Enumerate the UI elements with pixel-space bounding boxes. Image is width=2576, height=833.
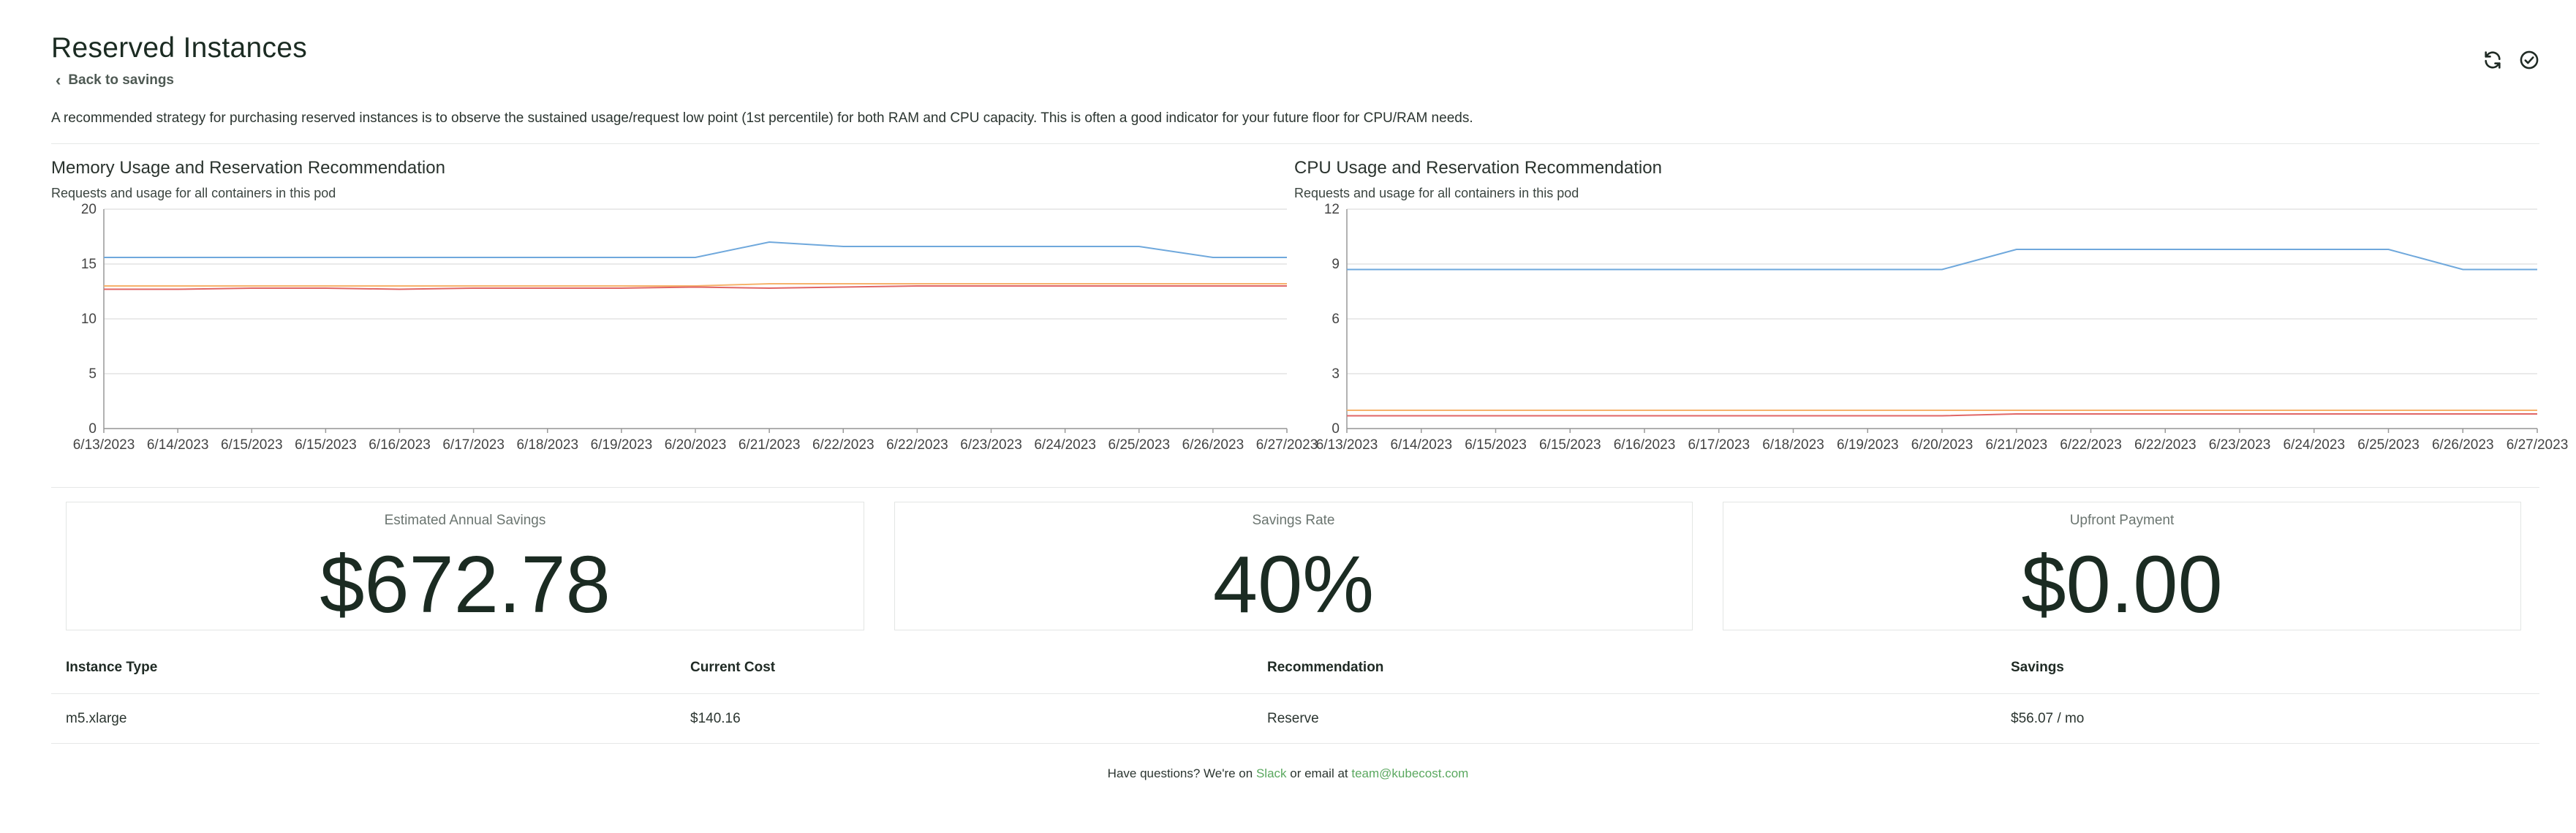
- x-tick-label: 6/22/2023: [2060, 437, 2122, 453]
- cpu-chart-title: CPU Usage and Reservation Recommendation: [1294, 158, 1662, 178]
- cell-current-cost: $140.16: [690, 711, 741, 726]
- y-tick-label: 0: [88, 421, 97, 437]
- x-tick-label: 6/15/2023: [221, 437, 283, 453]
- memory-chart-subtitle: Requests and usage for all containers in…: [51, 186, 336, 200]
- back-to-savings-link[interactable]: ‹ Back to savings: [56, 72, 174, 88]
- card-label: Estimated Annual Savings: [384, 513, 546, 528]
- check-circle-icon[interactable]: [2518, 48, 2541, 72]
- page-description: A recommended strategy for purchasing re…: [51, 110, 1473, 126]
- y-tick-label: 15: [81, 257, 97, 272]
- cpu-chart-subtitle: Requests and usage for all containers in…: [1294, 186, 1579, 200]
- x-tick-label: 6/22/2023: [812, 437, 875, 453]
- x-tick-label: 6/23/2023: [2209, 437, 2271, 453]
- table-header-savings: Savings: [2011, 660, 2064, 675]
- cpu-chart-panel: CPU Usage and Reservation Recommendation…: [1294, 158, 2568, 453]
- y-tick-label: 9: [1332, 257, 1340, 272]
- y-tick-label: 5: [88, 366, 97, 382]
- y-tick-label: 20: [81, 202, 97, 217]
- x-tick-label: 6/14/2023: [147, 437, 209, 453]
- cell-instance-type: m5.xlarge: [66, 711, 127, 726]
- x-tick-label: 6/18/2023: [1762, 437, 1824, 453]
- y-tick-label: 6: [1332, 312, 1340, 327]
- cpu-usage-chart: 0 3 6 9 12 6/13/2023 6/14/2023 6/15/2023 6/15/20…: [1316, 202, 2569, 453]
- x-tick-label: 6/13/2023: [73, 437, 135, 453]
- card-label: Upfront Payment: [2069, 513, 2175, 528]
- chevron-left-icon: ‹: [56, 71, 61, 89]
- x-tick-label: 6/21/2023: [739, 437, 801, 453]
- header-actions: [2481, 48, 2541, 72]
- x-tick-label: 6/21/2023: [1985, 437, 2047, 453]
- x-tick-label: 6/16/2023: [369, 437, 431, 453]
- card-value: $0.00: [2021, 540, 2223, 630]
- x-tick-label: 6/25/2023: [2357, 437, 2420, 453]
- email-link[interactable]: team@kubecost.com: [1351, 766, 1469, 780]
- x-tick-label: 6/14/2023: [1390, 437, 1452, 453]
- footer-middle: or email at: [1290, 766, 1348, 780]
- table-divider: [51, 743, 2539, 744]
- back-link-label: Back to savings: [68, 72, 174, 88]
- divider: [51, 487, 2539, 488]
- card-label: Savings Rate: [1252, 513, 1335, 528]
- memory-chart-title: Memory Usage and Reservation Recommendat…: [51, 158, 445, 178]
- x-tick-label: 6/18/2023: [516, 437, 578, 453]
- series-line-0: [1347, 249, 2537, 271]
- x-tick-label: 6/19/2023: [1837, 437, 1899, 453]
- card-value: $672.78: [320, 540, 611, 630]
- card-value: 40%: [1212, 540, 1375, 630]
- x-tick-label: 6/23/2023: [960, 437, 1022, 453]
- footer-prefix: Have questions? We're on: [1107, 766, 1253, 780]
- x-tick-label: 6/26/2023: [1182, 437, 1244, 453]
- x-tick-label: 6/13/2023: [1316, 437, 1378, 453]
- cell-savings: $56.07 / mo: [2011, 711, 2085, 726]
- x-tick-label: 6/17/2023: [1688, 437, 1750, 453]
- savings-rate-card: Savings Rate 40%: [894, 502, 1693, 630]
- memory-usage-chart: 0 5 10 15 20 6/13/2023 6/14/2023 6/15/2023 6/15/…: [73, 202, 1318, 453]
- x-tick-label: 6/19/2023: [591, 437, 653, 453]
- divider: [51, 143, 2539, 144]
- x-tick-label: 6/24/2023: [1034, 437, 1096, 453]
- x-tick-label: 6/15/2023: [1465, 437, 1527, 453]
- series-line-2: [1347, 413, 2537, 417]
- memory-chart-panel: Memory Usage and Reservation Recommendat…: [51, 158, 1318, 453]
- x-tick-label: 6/26/2023: [2432, 437, 2494, 453]
- y-tick-label: 0: [1332, 421, 1340, 437]
- x-tick-label: 6/22/2023: [2134, 437, 2197, 453]
- y-tick-label: 3: [1332, 366, 1340, 382]
- x-tick-label: 6/27/2023: [2507, 437, 2569, 453]
- table-header-current-cost: Current Cost: [690, 660, 776, 675]
- upfront-payment-card: Upfront Payment $0.00: [1723, 502, 2521, 630]
- x-tick-label: 6/20/2023: [665, 437, 727, 453]
- x-tick-label: 6/22/2023: [886, 437, 948, 453]
- y-tick-label: 12: [1324, 202, 1340, 217]
- x-tick-label: 6/20/2023: [1911, 437, 1973, 453]
- x-tick-label: 6/15/2023: [295, 437, 357, 453]
- x-tick-label: 6/25/2023: [1108, 437, 1170, 453]
- x-tick-label: 6/15/2023: [1539, 437, 1601, 453]
- y-tick-label: 10: [81, 312, 97, 327]
- table-divider: [51, 693, 2539, 694]
- estimated-annual-savings-card: Estimated Annual Savings $672.78: [66, 502, 864, 630]
- cell-recommendation: Reserve: [1267, 711, 1319, 726]
- table-header-recommendation: Recommendation: [1267, 660, 1384, 675]
- refresh-icon[interactable]: [2481, 48, 2504, 72]
- table-header-instance-type: Instance Type: [66, 660, 158, 675]
- page-title: Reserved Instances: [51, 32, 308, 64]
- series-line-0: [104, 241, 1287, 258]
- help-footer: Have questions? We're on Slack or email …: [0, 766, 2576, 781]
- x-tick-label: 6/27/2023: [1256, 437, 1318, 453]
- x-tick-label: 6/17/2023: [442, 437, 505, 453]
- x-tick-label: 6/24/2023: [2283, 437, 2345, 453]
- slack-link[interactable]: Slack: [1255, 766, 1287, 780]
- x-tick-label: 6/16/2023: [1614, 437, 1676, 453]
